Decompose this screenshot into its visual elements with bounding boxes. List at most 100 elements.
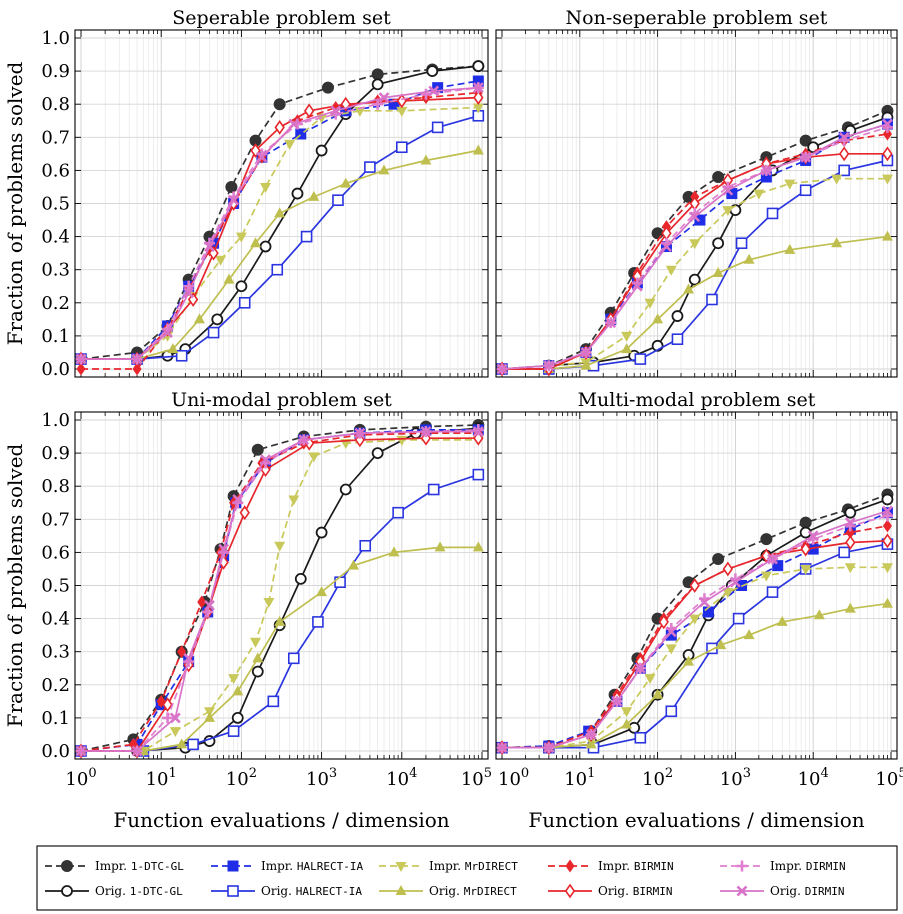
data-point: [76, 362, 86, 376]
data-point: [75, 353, 87, 365]
data-point: [300, 230, 313, 243]
data-point: [228, 674, 240, 685]
data-point: [472, 426, 484, 438]
data-point: [378, 92, 390, 103]
data-point: [807, 543, 819, 555]
series-line: [81, 149, 479, 360]
data-point: [543, 360, 555, 372]
data-point: [215, 255, 227, 266]
x-tick-label: 100: [498, 766, 529, 790]
data-point: [580, 347, 592, 358]
series-line: [502, 510, 888, 749]
y-tick-label: 0.0: [41, 741, 70, 762]
data-point: [634, 353, 647, 365]
series-impr-mrdirect: [496, 174, 893, 375]
data-point: [712, 553, 725, 566]
data-point: [634, 731, 647, 744]
y-tick-label: 1.0: [41, 28, 70, 49]
data-point: [232, 494, 244, 505]
data-point: [722, 184, 734, 196]
data-point: [694, 214, 706, 226]
legend-entry-impr-dirmin: Impr. DIRMIN: [720, 859, 846, 873]
data-point: [251, 665, 264, 678]
data-point: [743, 253, 755, 264]
data-point: [799, 184, 812, 197]
data-point: [665, 644, 677, 655]
data-point: [881, 174, 893, 185]
series: [75, 60, 485, 376]
y-axis-label: Fraction of problems solved: [3, 443, 27, 727]
data-point: [621, 718, 633, 729]
y-tick-label: 0.9: [41, 61, 70, 82]
data-point: [291, 187, 304, 200]
data-point: [267, 695, 280, 708]
data-point: [175, 349, 188, 362]
data-point: [784, 179, 796, 190]
data-point: [287, 652, 300, 665]
data-point: [260, 462, 271, 478]
data-point: [831, 237, 843, 248]
data-point: [472, 60, 485, 73]
data-point: [699, 596, 710, 608]
data-point: [396, 106, 408, 117]
data-point: [800, 564, 812, 575]
data-point: [260, 454, 271, 466]
legend-label: Orig. BIRMIN: [598, 884, 672, 898]
data-point: [585, 738, 597, 749]
data-point: [800, 541, 811, 557]
data-point: [132, 362, 142, 376]
y-tick-label: 0.9: [41, 443, 70, 464]
x-tick-label: 103: [720, 766, 751, 790]
data-point: [388, 98, 400, 110]
legend-marker: [61, 885, 73, 897]
data-point: [207, 326, 220, 339]
data-point: [288, 118, 300, 130]
y-tick-label: 0.2: [41, 293, 70, 314]
data-point: [665, 629, 677, 641]
data-point: [252, 652, 264, 663]
data-point: [378, 164, 390, 175]
data-point: [295, 128, 307, 140]
y-tick-label: 0.7: [41, 509, 70, 530]
data-point: [167, 343, 179, 354]
data-point: [250, 237, 262, 248]
x-tick-label: 104: [386, 766, 417, 790]
data-point: [208, 245, 219, 261]
data-point: [197, 595, 207, 609]
data-point: [881, 493, 894, 506]
legend-marker: [227, 860, 239, 872]
y-tick-label: 0.3: [41, 642, 70, 663]
y-tick-label: 0.1: [41, 708, 70, 729]
data-point: [634, 662, 646, 674]
legend: Impr. 1-DTC-GL Impr. HALRECT-IA Impr. MrDI…: [36, 845, 898, 911]
data-point: [238, 296, 251, 309]
tick-marks: [75, 412, 488, 759]
data-point: [844, 602, 856, 613]
data-point: [665, 705, 678, 718]
data-point: [772, 560, 784, 572]
data-point: [652, 688, 664, 699]
panel-title: Non-seperable problem set: [566, 7, 828, 29]
data-point: [392, 506, 404, 519]
grid: [75, 412, 488, 759]
data-point: [689, 239, 701, 250]
y-tick-label: 0.8: [41, 94, 70, 115]
x-tick-label: 100: [65, 766, 96, 790]
data-point: [371, 68, 384, 81]
data-point: [372, 98, 384, 110]
panel-title: Seperable problem set: [172, 7, 391, 29]
data-point: [743, 629, 755, 640]
legend-marker: [395, 885, 407, 895]
y-tick-label: 0.1: [41, 326, 70, 347]
data-point: [845, 535, 856, 550]
data-point: [274, 541, 286, 552]
plot-frame: [495, 29, 898, 378]
data-point: [271, 263, 284, 276]
data-point: [767, 553, 778, 565]
data-point: [605, 317, 617, 329]
data-point: [274, 615, 286, 626]
data-point: [799, 134, 812, 147]
series-line: [501, 493, 888, 749]
data-point: [644, 298, 656, 309]
